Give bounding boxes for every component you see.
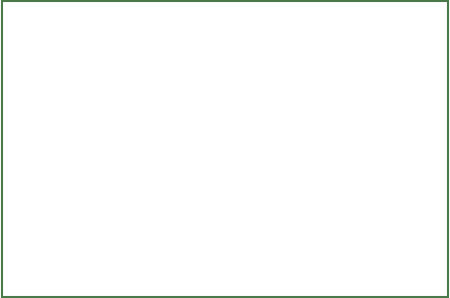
Text: 12.3 – 17.9: 12.3 – 17.9 xyxy=(370,204,418,213)
Text: 6.2 – 7.3: 6.2 – 7.3 xyxy=(370,125,407,134)
FancyBboxPatch shape xyxy=(325,120,362,139)
Text: 9.2 – 12.2: 9.2 – 12.2 xyxy=(370,178,412,187)
Text: Food Stamp Program
participation as a
percent of State's
population: Food Stamp Program participation as a pe… xyxy=(325,40,410,84)
FancyBboxPatch shape xyxy=(325,173,362,192)
Text: 4.0 – 5.8: 4.0 – 5.8 xyxy=(370,99,407,108)
FancyBboxPatch shape xyxy=(325,94,362,113)
FancyBboxPatch shape xyxy=(325,146,362,165)
FancyBboxPatch shape xyxy=(325,199,362,218)
Text: 7.8 – 9.1: 7.8 – 9.1 xyxy=(370,151,407,160)
Text: Source:  Prepared by USDA, Economic Research Service using data from
USDA's Food: Source: Prepared by USDA, Economic Resea… xyxy=(10,275,286,297)
Text: Map unavailable
No module named 'cartopy': Map unavailable No module named 'cartopy… xyxy=(94,141,230,163)
Text: Average monthly Food Stamp Program participation, 2005: Average monthly Food Stamp Program parti… xyxy=(10,18,368,28)
